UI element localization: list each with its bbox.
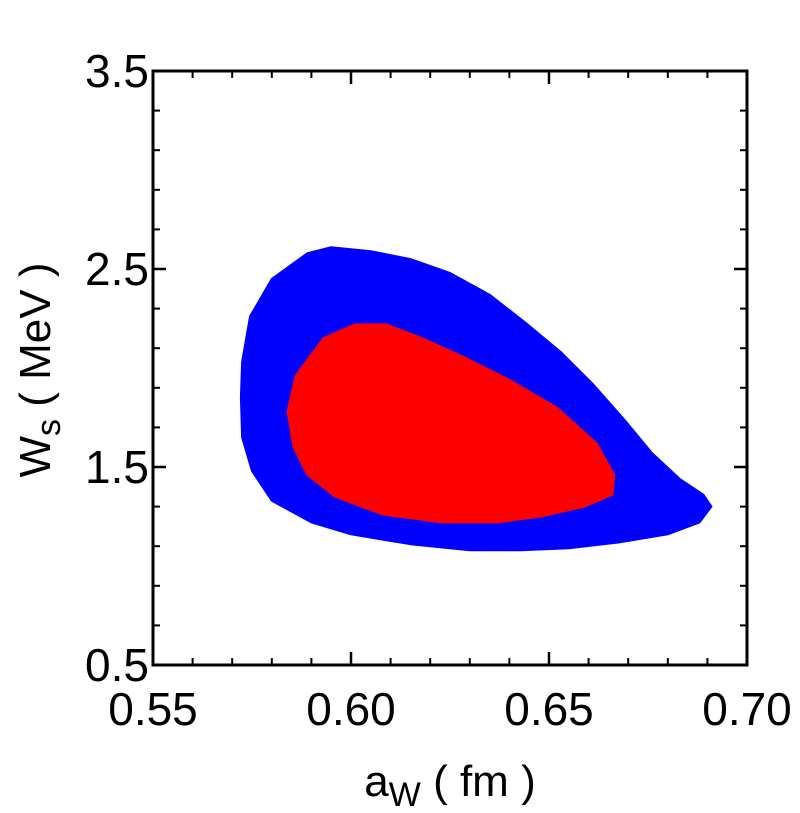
tick-labels-layer: 0.55 0.60 0.65 0.70 0.5 1.5 2.5 3.5	[85, 45, 792, 735]
y-tick-label: 0.5	[85, 639, 149, 691]
y-tick-label: 2.5	[85, 243, 149, 295]
x-axis-label-main: a	[364, 757, 389, 806]
y-axis-label-main: W	[11, 435, 60, 477]
regions-layer	[239, 246, 713, 552]
y-axis-label: Ws ( MeV )	[11, 263, 68, 478]
x-axis-label: aW ( fm )	[364, 757, 535, 813]
y-tick-label: 3.5	[85, 45, 149, 97]
y-axis-label-subscript: s	[30, 419, 68, 436]
x-axis-label-unit: ( fm )	[421, 757, 536, 806]
x-tick-label: 0.55	[108, 683, 198, 735]
y-axis-label-unit: ( MeV )	[11, 263, 60, 419]
x-tick-label: 0.60	[306, 683, 396, 735]
y-tick-label: 1.5	[85, 441, 149, 493]
x-tick-label: 0.70	[702, 683, 792, 735]
plot-frame	[151, 69, 749, 667]
inner-confidence-region	[286, 323, 616, 524]
ticks-layer	[151, 69, 749, 667]
x-tick-label: 0.65	[504, 683, 594, 735]
x-axis-label-subscript: W	[389, 776, 421, 813]
